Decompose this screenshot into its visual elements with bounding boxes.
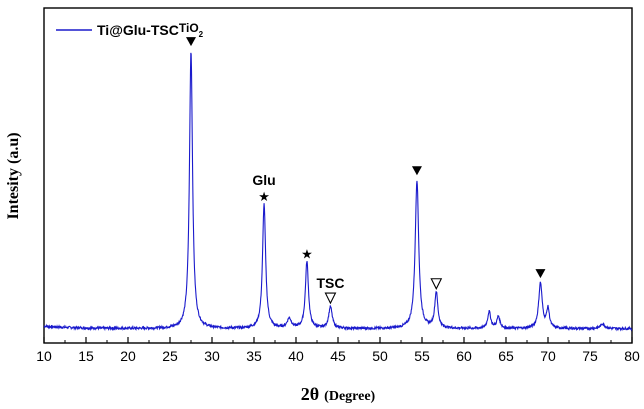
- x-tick-label: 50: [372, 348, 388, 364]
- x-axis-title: 2θ (Degree): [301, 384, 376, 404]
- x-tick-label: 55: [414, 348, 430, 364]
- x-tick-label: 40: [288, 348, 304, 364]
- x-axis-ticks: 10 15 20 25 30 35 40 45 50 55 60 65 70 75 80: [36, 337, 640, 364]
- legend: Ti@Glu-TSC: [56, 22, 179, 38]
- peak-label: TSC: [316, 275, 344, 291]
- x-tick-label: 60: [456, 348, 472, 364]
- peak-marker-star: ★: [301, 248, 313, 263]
- x-tick-label: 10: [36, 348, 52, 364]
- x-tick-label: 75: [582, 348, 598, 364]
- x-tick-label: 65: [498, 348, 514, 364]
- plot-frame: [43, 7, 633, 344]
- x-tick-label: 45: [330, 348, 346, 364]
- x-tick-label: 30: [204, 348, 220, 364]
- peak-marker-open-triangle: [324, 292, 337, 305]
- x-tick-label: 15: [78, 348, 94, 364]
- series-layer: [43, 52, 633, 332]
- peak-marker-filled-triangle: [186, 37, 196, 47]
- peak-marker-filled-triangle: [535, 269, 546, 279]
- x-tick-label: 70: [540, 348, 556, 364]
- series-line: [43, 52, 633, 332]
- y-axis-title: Intesity (a.u): [5, 132, 22, 219]
- peak-marker-open-triangle: [430, 278, 443, 290]
- x-tick-label: 20: [120, 348, 136, 364]
- x-tick-label: 80: [624, 348, 640, 364]
- legend-label: Ti@Glu-TSC: [97, 22, 179, 38]
- peak-label: Glu: [252, 172, 275, 188]
- annotation-layer: TiO2★Glu★TSC: [179, 21, 546, 305]
- peak-label: TiO2: [179, 21, 204, 39]
- x-tick-label: 35: [246, 348, 262, 364]
- x-tick-label: 25: [162, 348, 178, 364]
- peak-marker-star: ★: [258, 190, 270, 205]
- peak-marker-filled-triangle: [411, 166, 422, 176]
